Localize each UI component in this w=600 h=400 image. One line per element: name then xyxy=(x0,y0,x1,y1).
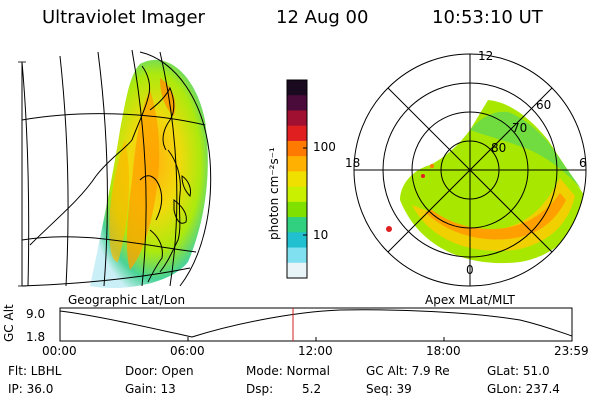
colorbar-swatch xyxy=(287,110,307,127)
mlt-label-6: 6 xyxy=(579,156,587,170)
lat-label-70: 70 xyxy=(512,121,528,135)
polar-emission xyxy=(386,100,584,264)
colorbar-swatch xyxy=(287,247,307,264)
polar-hotspot-3 xyxy=(430,164,434,168)
polar-hotspot-1 xyxy=(386,226,392,232)
mlt-label-18: 18 xyxy=(345,156,361,170)
lat-label-60: 60 xyxy=(536,98,552,112)
geo-emission-west xyxy=(109,140,130,262)
timeline-ytick-min: 1.8 xyxy=(26,330,46,344)
polar-meridian-diag-2 xyxy=(387,87,553,253)
timeline-plot xyxy=(59,307,573,342)
timeline-axis-label: GC Alt xyxy=(2,304,16,342)
colorbar-label-10: 10 xyxy=(313,228,329,242)
timeline-ticks xyxy=(59,337,573,341)
polar-oval-core xyxy=(425,193,566,240)
lat-label-80: 80 xyxy=(491,141,507,155)
colorbar-swatch xyxy=(287,201,307,218)
glat-readout: GLat: 51.0 xyxy=(487,364,550,378)
colorbar-swatch xyxy=(287,95,307,112)
colorbar-unit-label: photon cm⁻²s⁻¹ xyxy=(267,147,281,240)
earth-limb xyxy=(139,51,212,287)
colorbar-swatch xyxy=(287,156,307,172)
colorbar xyxy=(286,79,308,279)
observation-time: 10:53:10 UT xyxy=(432,7,543,28)
timeline-xtick-0000: 00:00 xyxy=(42,344,77,358)
dsp-label: Dsp: xyxy=(246,382,274,396)
colorbar-swatch xyxy=(287,80,307,96)
instrument-title: Ultraviolet Imager xyxy=(42,7,205,28)
geo-panel-caption: Geographic Lat/Lon xyxy=(68,293,186,307)
timeline-ytick-max: 9.0 xyxy=(26,307,46,321)
colorbar-swatch xyxy=(287,171,307,188)
timeline-xtick-1200: 12:00 xyxy=(298,344,333,358)
timeline-xtick-1800: 18:00 xyxy=(426,344,461,358)
colorbar-swatch xyxy=(287,125,307,142)
colorbar-swatch xyxy=(287,217,307,233)
glon-readout: GLon: 237.4 xyxy=(487,382,560,396)
geo-coastlines xyxy=(29,65,191,283)
colorbar-swatch xyxy=(287,232,307,249)
filter-readout: Flt: LBHL xyxy=(8,364,62,378)
timeline-xtick-0600: 06:00 xyxy=(170,344,205,358)
polar-cap-emission xyxy=(470,111,582,190)
colorbar-label-100: 100 xyxy=(313,140,336,154)
timeline-xtick-2359: 23:59 xyxy=(554,344,589,358)
colorbar-swatch xyxy=(287,262,307,279)
dsp-value: 5.2 xyxy=(302,382,322,396)
polar-panel-caption: Apex MLat/MLT xyxy=(425,293,515,307)
mode-readout: Mode: Normal xyxy=(246,364,330,378)
polar-panel xyxy=(353,53,587,287)
geographic-panel xyxy=(18,49,212,289)
polar-grid xyxy=(353,53,587,287)
seq-readout: Seq: 39 xyxy=(366,382,412,396)
colorbar-swatches xyxy=(287,80,307,279)
altitude-curve xyxy=(59,309,573,338)
geo-graticule xyxy=(21,49,206,287)
polar-hotspot-2 xyxy=(421,174,425,178)
geo-emission-core xyxy=(126,90,160,270)
polar-oval-mid xyxy=(412,178,575,251)
colorbar-swatch xyxy=(287,140,307,157)
observation-date: 12 Aug 00 xyxy=(276,7,369,28)
map-corner-marks xyxy=(18,61,26,287)
gc-alt-readout: GC Alt: 7.9 Re xyxy=(366,364,450,378)
ip-readout: IP: 36.0 xyxy=(8,382,54,396)
mlt-label-12: 12 xyxy=(478,49,494,63)
geo-emission-north xyxy=(160,78,176,116)
colorbar-swatch xyxy=(287,186,307,203)
gain-readout: Gain: 13 xyxy=(125,382,176,396)
door-readout: Door: Open xyxy=(125,364,194,378)
colorbar-frame xyxy=(286,79,308,279)
mlt-label-0: 0 xyxy=(466,263,474,277)
